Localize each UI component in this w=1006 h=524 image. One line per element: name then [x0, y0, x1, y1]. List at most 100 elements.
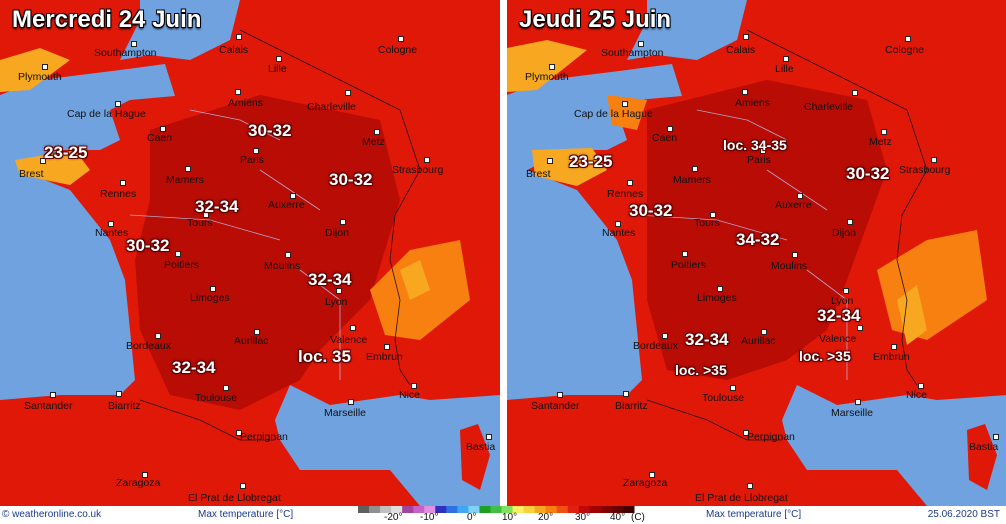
city-label: Marseille — [324, 407, 367, 419]
city-label: Aurillac — [741, 335, 776, 347]
city-dot — [649, 472, 655, 478]
city-dot — [235, 89, 241, 95]
city-dot — [142, 472, 148, 478]
city-dot — [203, 212, 209, 218]
city-dot — [350, 325, 356, 331]
city-dot — [615, 221, 621, 227]
city-dot — [40, 158, 46, 164]
temperature-label: loc. >35 — [675, 362, 727, 378]
city-label: Rennes — [100, 188, 137, 200]
legend-tick: 0° — [467, 512, 477, 523]
city-label: Perpignan — [240, 431, 288, 443]
map-panel-right: Jeudi 25 Juin Southampton Calais Cologne… — [507, 0, 1006, 506]
city-label: Toulouse — [195, 392, 238, 404]
temperature-label: 32-34 — [817, 306, 861, 325]
city-label: Lyon — [831, 295, 854, 307]
city-label: Amiens — [735, 97, 771, 109]
city-dot — [743, 34, 749, 40]
city-dot — [747, 483, 753, 489]
city-label: Metz — [362, 136, 385, 148]
city-label: Moulins — [771, 260, 808, 272]
legend-swatch — [523, 506, 536, 513]
city-dot — [905, 36, 911, 42]
city-dot — [710, 212, 716, 218]
panel-divider — [500, 0, 507, 506]
city-dot — [131, 41, 137, 47]
city-label: Valence — [330, 334, 368, 346]
city-dot — [891, 344, 897, 350]
legend-swatch — [512, 506, 525, 513]
city-label: Southampton — [601, 47, 664, 59]
legend-tick: -20° — [384, 512, 403, 523]
temperature-label: loc. 35 — [298, 347, 351, 366]
temperature-label: 32-34 — [685, 330, 729, 349]
city-label: Paris — [240, 154, 264, 166]
legend-swatch — [600, 506, 613, 513]
city-dot — [486, 434, 492, 440]
city-label: Valence — [819, 333, 857, 345]
city-dot — [843, 288, 849, 294]
city-label: Dijon — [325, 227, 349, 239]
legend-swatch — [380, 506, 392, 513]
legend-tick: 40° — [610, 512, 626, 523]
legend-swatch — [490, 506, 503, 513]
city-dot — [254, 329, 260, 335]
city-label: Lyon — [325, 296, 348, 308]
credit-link[interactable]: © weatheronline.co.uk — [2, 509, 102, 520]
legend-swatch — [391, 506, 403, 513]
city-dot — [42, 64, 48, 70]
panel-title-right: Jeudi 25 Juin — [519, 6, 672, 33]
city-dot — [120, 180, 126, 186]
legend-swatch — [457, 506, 469, 513]
city-label: Lille — [775, 63, 794, 75]
city-label: Perpignan — [747, 431, 795, 443]
temperature-label: 34-32 — [736, 230, 780, 249]
city-dot — [384, 344, 390, 350]
panel-title-left: Mercredi 24 Juin — [12, 6, 202, 33]
city-label: Poitiers — [671, 259, 707, 271]
city-dot — [236, 430, 242, 436]
city-dot — [557, 392, 563, 398]
temperature-label: 32-34 — [172, 358, 216, 377]
temperature-legend: -20° -10° 0° 10° 20° 30° 40° (C) — [358, 506, 646, 524]
temperature-map-left — [0, 0, 500, 506]
legend-swatch — [479, 506, 491, 513]
city-label: Charleville — [307, 101, 357, 113]
legend-swatch — [435, 506, 447, 513]
city-dot — [761, 329, 767, 335]
city-dot — [682, 251, 688, 257]
city-label: Mamers — [166, 174, 204, 186]
legend-swatch — [501, 506, 514, 513]
city-label: Limoges — [697, 292, 737, 304]
city-dot — [692, 166, 698, 172]
city-dot — [547, 158, 553, 164]
city-dot — [223, 385, 229, 391]
city-label: Auxerre — [268, 199, 305, 211]
city-label: Bordeaux — [633, 340, 678, 352]
legend-swatch — [589, 506, 602, 513]
legend-swatch — [556, 506, 569, 513]
city-label: Dijon — [832, 227, 856, 239]
city-label: Plymouth — [525, 71, 569, 83]
legend-swatch — [446, 506, 458, 513]
city-dot — [760, 148, 766, 154]
city-dot — [345, 90, 351, 96]
city-dot — [398, 36, 404, 42]
city-dot — [717, 286, 723, 292]
legend-swatch — [358, 506, 370, 513]
city-label: Paris — [747, 154, 771, 166]
city-dot — [847, 219, 853, 225]
city-label: Strasbourg — [899, 164, 951, 176]
city-label: Santander — [24, 400, 73, 412]
city-dot — [424, 157, 430, 163]
legend-swatch — [468, 506, 480, 513]
city-label: Marseille — [831, 407, 874, 419]
city-label: Metz — [869, 136, 892, 148]
legend-swatch — [545, 506, 558, 513]
city-dot — [336, 288, 342, 294]
city-label: Embrun — [366, 351, 403, 363]
city-label: Nantes — [602, 227, 636, 239]
legend-tick: 10° — [502, 512, 518, 523]
city-label: Calais — [726, 44, 756, 56]
city-dot — [855, 399, 861, 405]
